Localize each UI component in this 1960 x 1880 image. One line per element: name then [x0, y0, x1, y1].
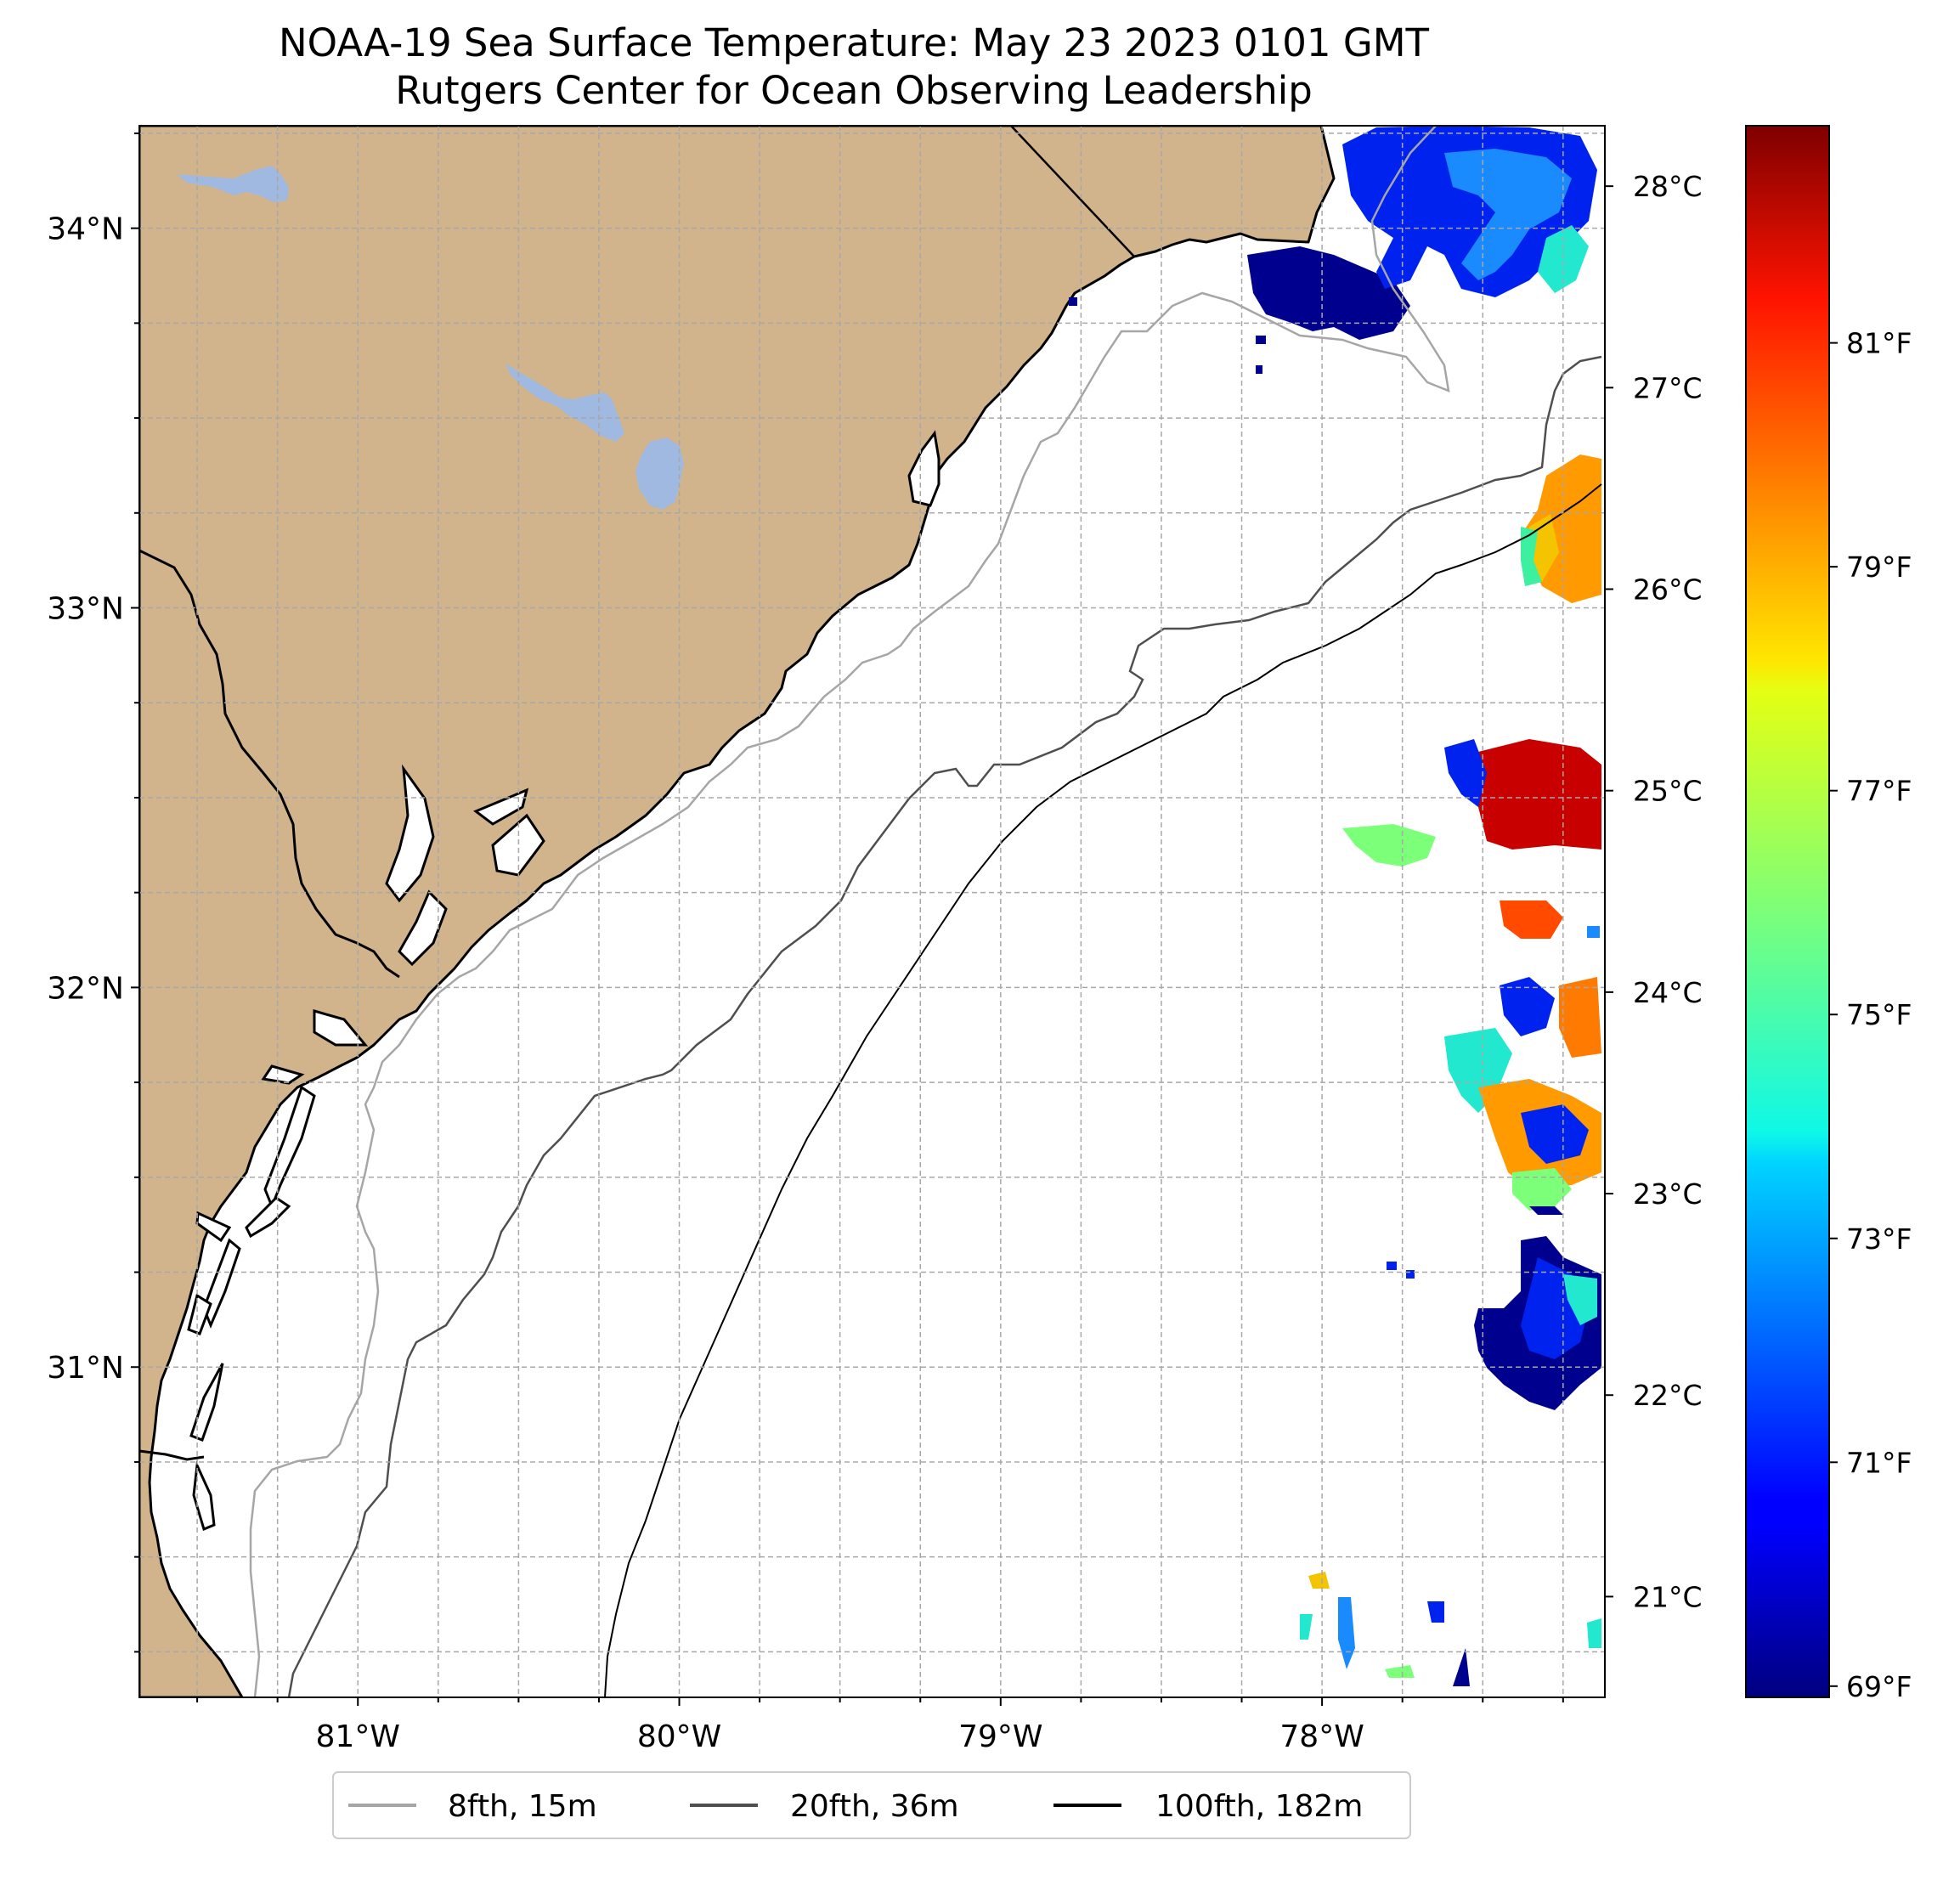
lat-tick-label: 31°N	[47, 1351, 124, 1386]
sea-island	[491, 813, 545, 877]
lon-tick-label: 78°W	[1279, 1719, 1364, 1754]
colorbar: 28°C 27°C 26°C 25°C 24°C 23°C 22°C 21°C 81°F 79°…	[1605, 125, 1912, 1703]
fahrenheit-tick-label: 79°F	[1846, 550, 1912, 584]
legend-box	[332, 1771, 1411, 1839]
sea-island	[192, 1460, 216, 1532]
sea-island	[245, 1196, 291, 1239]
chart-title: NOAA-19 Sea Surface Temperature: May 23 …	[278, 20, 1430, 65]
lat-tick-label: 32°N	[47, 971, 124, 1006]
latitude-axis: 34°N 33°N 32°N 31°N	[47, 132, 139, 1653]
isobath-100fth	[604, 483, 1602, 1697]
lake-marion	[506, 364, 624, 442]
celsius-tick-label: 27°C	[1633, 371, 1703, 404]
isobath-20fth	[287, 355, 1602, 1697]
celsius-tick-label: 22°C	[1633, 1379, 1703, 1412]
savannah-river-border	[139, 549, 400, 979]
colorbar-frame	[1745, 125, 1830, 1698]
lon-tick-label: 81°W	[316, 1719, 400, 1754]
map-area	[139, 126, 1605, 1697]
fahrenheit-tick-label: 81°F	[1846, 327, 1912, 360]
sea-island	[263, 1085, 316, 1211]
tidal-channel	[907, 430, 940, 507]
colorbar-fahrenheit-ticks: 81°F 79°F 77°F 75°F 73°F 71°F 69°F	[1829, 327, 1912, 1703]
sea-island	[313, 1009, 369, 1047]
sea-island	[195, 1211, 232, 1243]
colorbar-celsius-ticks: 28°C 27°C 26°C 25°C 24°C 23°C 22°C 21°C	[1605, 170, 1703, 1613]
legend-label-100fth: 100fth, 182m	[1155, 1789, 1363, 1824]
altamaha-river	[139, 1449, 205, 1461]
celsius-tick-label: 26°C	[1633, 573, 1703, 607]
sea-island	[202, 1238, 241, 1329]
state-border	[1010, 126, 1135, 257]
map-frame	[138, 125, 1606, 1698]
sea-island	[261, 1064, 305, 1085]
celsius-tick-label: 23°C	[1633, 1177, 1703, 1211]
fahrenheit-tick-label: 73°F	[1846, 1222, 1912, 1256]
celsius-tick-label: 21°C	[1633, 1580, 1703, 1613]
sea-island	[385, 764, 435, 903]
chart-subtitle: Rutgers Center for Ocean Observing Leade…	[395, 68, 1313, 113]
lat-tick-label: 33°N	[47, 592, 124, 627]
fahrenheit-tick-label: 69°F	[1846, 1670, 1912, 1703]
celsius-tick-label: 24°C	[1633, 976, 1703, 1009]
legend: 8fth, 15m 20fth, 36m 100fth, 182m	[332, 1771, 1411, 1839]
legend-label-20fth: 20fth, 36m	[790, 1789, 959, 1824]
lon-tick-label: 80°W	[637, 1719, 721, 1754]
celsius-tick-label: 28°C	[1633, 170, 1703, 203]
sea-island	[187, 1293, 212, 1335]
gridlines	[139, 126, 1605, 1697]
isobath-8fth	[249, 126, 1450, 1697]
celsius-tick-label: 25°C	[1633, 775, 1703, 808]
lake-moultrie	[635, 438, 684, 510]
fahrenheit-tick-label: 75°F	[1846, 998, 1912, 1031]
longitude-axis: 81°W 80°W 79°W 78°W	[196, 1697, 1564, 1754]
legend-label-8fth: 8fth, 15m	[448, 1789, 597, 1824]
sea-island	[398, 889, 448, 967]
lake	[177, 166, 289, 202]
lon-tick-label: 79°W	[958, 1719, 1042, 1754]
fahrenheit-tick-label: 71°F	[1846, 1446, 1912, 1479]
fahrenheit-tick-label: 77°F	[1846, 775, 1912, 808]
colorbar-gradient	[1746, 126, 1829, 1697]
sst-data	[1069, 126, 1601, 1686]
lat-tick-label: 34°N	[47, 212, 124, 247]
